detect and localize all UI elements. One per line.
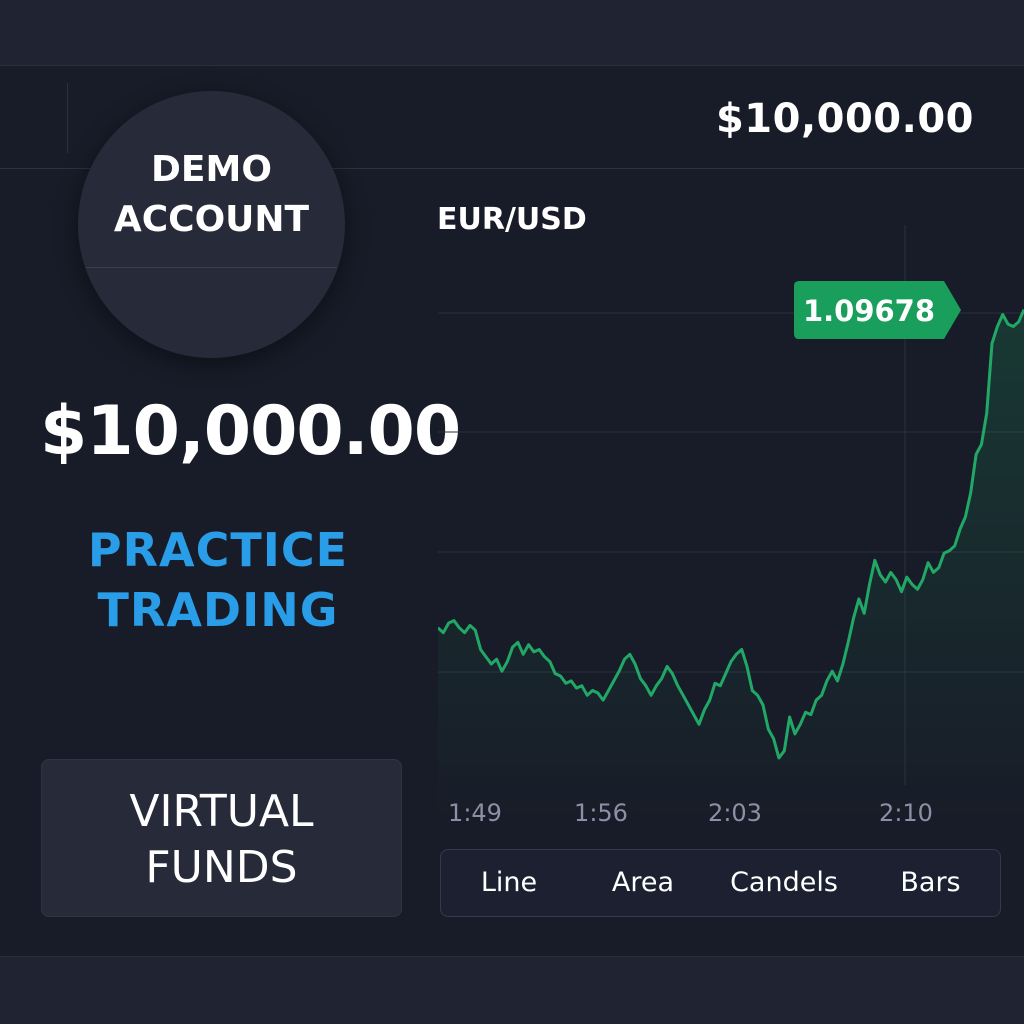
header-divider-vertical bbox=[67, 83, 68, 153]
price-area bbox=[438, 309, 1024, 825]
current-price-tag: 1.09678 bbox=[794, 281, 961, 339]
practice-label: PRACTICE bbox=[87, 523, 349, 577]
chart-type-bars[interactable]: Bars bbox=[900, 867, 961, 898]
funds-label: FUNDS bbox=[145, 842, 298, 893]
badge-divider bbox=[86, 267, 337, 268]
practice-trading-label: PRACTICE TRADING bbox=[40, 520, 396, 640]
current-price-label: 1.09678 bbox=[803, 294, 935, 328]
chart-type-area[interactable]: Area bbox=[611, 867, 675, 898]
chart-type-line[interactable]: Line bbox=[480, 867, 538, 898]
header-divider bbox=[0, 168, 1024, 169]
demo-label: DEMO bbox=[151, 149, 272, 190]
virtual-label: VIRTUAL bbox=[129, 786, 314, 837]
price-tag-shape bbox=[794, 281, 961, 339]
price-chart[interactable]: 1:491:562:032:10 1.09678 bbox=[438, 225, 1024, 825]
chart-type-selector: Line Area Candels Bars bbox=[440, 849, 1001, 917]
header-balance: $10,000.00 bbox=[715, 96, 974, 142]
trading-label: TRADING bbox=[97, 583, 339, 637]
account-balance: $10,000.00 bbox=[40, 392, 461, 471]
chart-type-candels[interactable]: Candels bbox=[730, 867, 838, 898]
top-bar bbox=[0, 0, 1024, 66]
currency-pair[interactable]: EUR/USD bbox=[437, 202, 587, 237]
account-label: ACCOUNT bbox=[113, 199, 310, 240]
bottom-bar bbox=[0, 956, 1024, 1024]
virtual-funds-button[interactable]: VIRTUAL FUNDS bbox=[41, 759, 402, 917]
price-line bbox=[438, 308, 1024, 760]
demo-account-badge[interactable]: DEMO ACCOUNT bbox=[78, 91, 345, 358]
